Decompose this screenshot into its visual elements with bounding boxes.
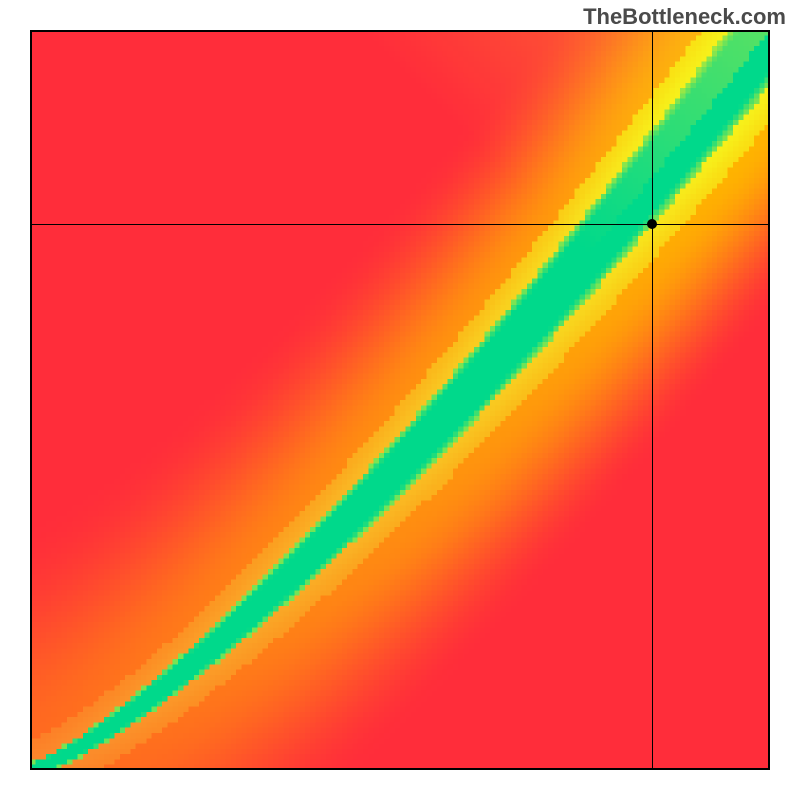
- watermark-text: TheBottleneck.com: [583, 4, 786, 30]
- heatmap-canvas: [30, 30, 770, 770]
- heatmap-plot: [30, 30, 770, 770]
